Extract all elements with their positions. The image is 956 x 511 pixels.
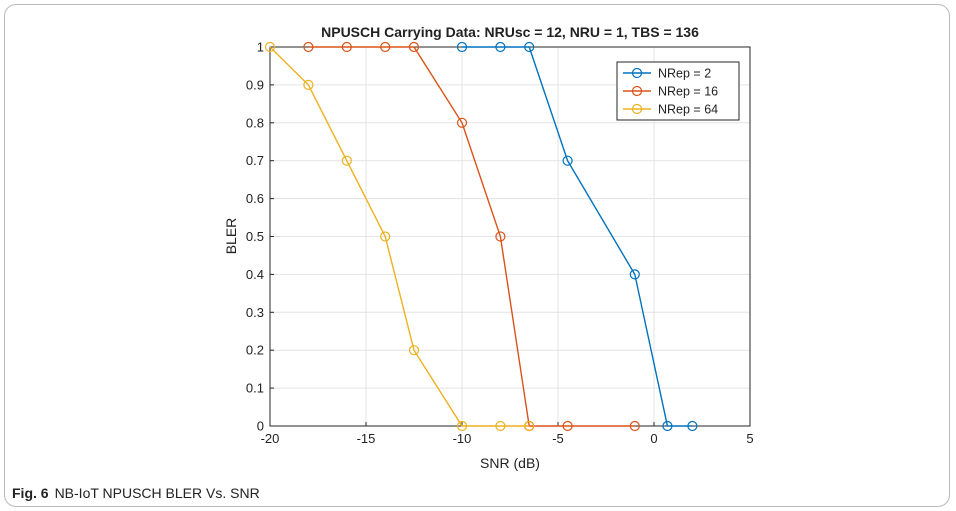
- data-point: [264, 41, 276, 53]
- x-tick-label: -5: [552, 431, 564, 446]
- data-point: [456, 117, 468, 128]
- data-point: [341, 155, 352, 166]
- y-tick-label: 0.9: [246, 77, 264, 92]
- data-point: [380, 231, 391, 242]
- y-tick-label: 0.2: [246, 343, 264, 358]
- data-point: [495, 420, 506, 432]
- y-tick-label: 0.1: [246, 381, 264, 396]
- y-tick-label: 0.5: [246, 229, 264, 244]
- figure-frame: [4, 4, 950, 507]
- figure-caption-text: NB-IoT NPUSCH BLER Vs. SNR: [54, 485, 260, 501]
- legend-marker: [631, 85, 643, 97]
- chart-title: NPUSCH Carrying Data: NRUsc = 12, NRU = …: [321, 24, 699, 40]
- data-point: [662, 420, 673, 432]
- y-tick-label: 0.6: [246, 191, 264, 206]
- legend-marker: [631, 103, 643, 115]
- legend-label: NRep = 64: [658, 103, 718, 117]
- data-point: [408, 41, 420, 53]
- data-point: [303, 41, 314, 53]
- series-line: [308, 46, 635, 427]
- legend-label: NRep = 16: [658, 85, 718, 99]
- x-tick-label: -20: [261, 431, 280, 446]
- series-line: [462, 46, 693, 427]
- x-tick-label: 5: [746, 431, 753, 446]
- data-point: [408, 345, 420, 356]
- x-tick-label: -15: [357, 431, 376, 446]
- data-point: [380, 41, 391, 53]
- y-tick-label: 0.4: [246, 267, 264, 282]
- x-tick-label: -10: [453, 431, 472, 446]
- data-point: [562, 155, 573, 166]
- data-point: [456, 420, 468, 432]
- y-tick-label: 0: [257, 419, 264, 434]
- legend-item: NRep = 16: [623, 85, 718, 99]
- x-axis-label: SNR (dB): [480, 455, 540, 471]
- data-point: [495, 231, 506, 242]
- y-tick-label: 0.8: [246, 115, 264, 130]
- data-point: [629, 269, 640, 280]
- legend-item: NRep = 2: [623, 67, 711, 81]
- figure-caption: Fig. 6 NB-IoT NPUSCH BLER Vs. SNR: [12, 485, 260, 501]
- legend-marker: [631, 67, 643, 79]
- y-tick-label: 0.3: [246, 305, 264, 320]
- data-point: [629, 420, 640, 432]
- series-group: [264, 41, 698, 432]
- data-point: [495, 41, 506, 53]
- series-3: [264, 41, 535, 432]
- y-tick-label: 1: [257, 40, 264, 55]
- legend: NRep = 2 NRep = 16 NRep = 64: [616, 61, 740, 121]
- y-axis-label: BLER: [223, 218, 239, 255]
- series-line: [269, 46, 530, 427]
- legend-label: NRep = 2: [658, 67, 711, 81]
- data-point: [303, 79, 314, 91]
- data-point: [341, 41, 352, 53]
- data-point: [524, 420, 535, 432]
- data-point: [524, 41, 535, 53]
- legend-item: NRep = 64: [623, 103, 718, 117]
- figure-label: Fig. 6: [12, 485, 49, 501]
- y-tick-label: 0.7: [246, 153, 264, 168]
- x-tick-label: 0: [650, 431, 657, 446]
- series-2: [303, 41, 640, 432]
- series-1: [456, 41, 698, 432]
- data-point: [562, 420, 573, 432]
- ticks: -20 -15 -10 -5 0 5 0 0.1 0.2 0.3 0.4 0.5 0.6 0.7 0.8 0.…: [246, 40, 754, 447]
- data-point: [456, 41, 468, 53]
- data-point: [687, 420, 698, 432]
